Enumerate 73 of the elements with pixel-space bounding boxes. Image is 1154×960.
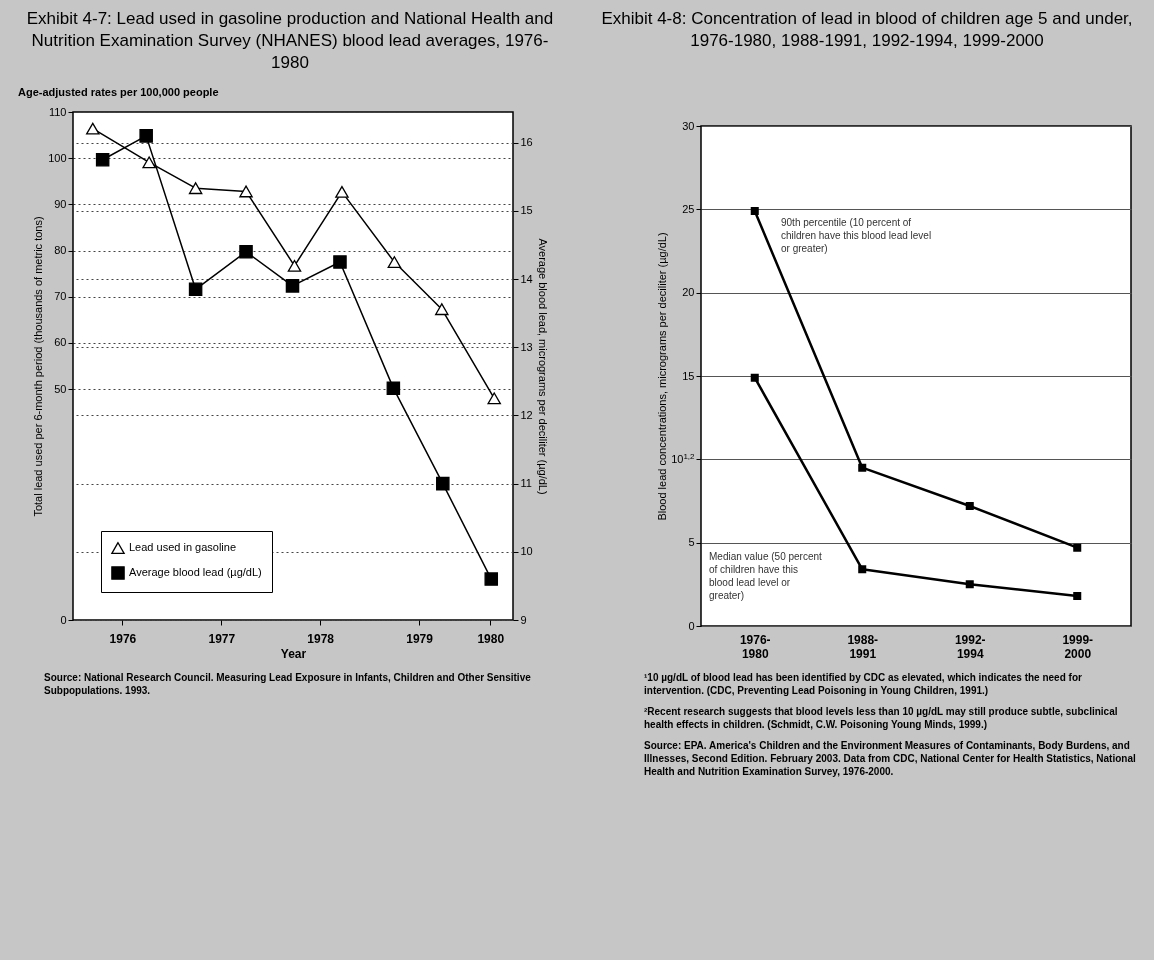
y-tick-label: 10$^{1,2}$ (671, 451, 696, 465)
source-note: Source: National Research Council. Measuring Lead Exposure in Infants, Children and Other Sensitive Subpopulations. 1993. (44, 671, 532, 697)
point (333, 255, 347, 269)
legend-label: Lead used in gasoline (129, 541, 237, 553)
point (86, 122, 100, 135)
y-tick-label: 80 (54, 244, 67, 257)
y-tick-label: 50 (54, 382, 67, 395)
y-tick-label: 100 (48, 151, 67, 164)
x-tick-label: 1976 (109, 631, 137, 646)
y2-axis-title: Average blood lead, micrograms per deciliter (µg/dL) (536, 238, 549, 495)
point (335, 185, 349, 198)
point (750, 373, 759, 382)
x-tick-label: 1992- 1994 (954, 632, 986, 661)
chart-title: Exhibit 4-8: Concentration of lead in blood of children age 5 and under, 1976-1980, 1988-1991, 1992-1994, 1999-2000 (600, 8, 1134, 52)
x-tick-label: 1988- 1991 (847, 632, 879, 661)
y-axis-title: Blood lead concentrations, micrograms per deciliter (µg/dL) (655, 232, 668, 521)
y2-tick-label: 14 (520, 272, 533, 285)
y2-tick-label: 13 (520, 340, 533, 353)
point (386, 381, 401, 395)
y-tick-label: 5 (688, 536, 695, 549)
chart-subtitle: Age-adjusted rates per 100,000 people (18, 86, 220, 98)
point (1073, 592, 1082, 600)
x-tick-label: 1980 (477, 631, 505, 646)
x-tick-label: 1999- 2000 (1062, 632, 1094, 661)
point (188, 282, 203, 297)
point (1073, 543, 1082, 552)
point (484, 572, 499, 586)
legend-label: Average blood lead (µg/dL) (129, 566, 262, 578)
y2-tick-label: 12 (520, 408, 533, 421)
point (188, 182, 203, 195)
text: Median value (50 percent of children have this blood lead level or greater) (709, 551, 823, 601)
y-tick-label: 30 (682, 119, 695, 132)
y-tick-label: 20 (682, 286, 695, 299)
y-tick-label: 25 (682, 202, 695, 215)
point (487, 392, 501, 405)
chart-title: Exhibit 4-7: Lead used in gasoline production and National Health and Nutrition Examination Survey (NHANES) blood lead averages, 1976-1980 (25, 8, 555, 74)
y2-tick-label: 15 (520, 204, 533, 217)
series-label: 90th percentile (10 percent of children have this blood lead level or greater) (781, 217, 932, 254)
x-tick-label: 1976- 1980 (739, 632, 771, 661)
point (750, 207, 759, 215)
text: ¹10 µg/dL of blood lead has been identified by CDC as elevated, which indicates the need for intervention. (CDC, Preventing Lead Poisoning in Young Children, 1991.) (644, 671, 1083, 697)
y-tick-label: 110 (48, 105, 67, 118)
point (139, 129, 153, 143)
point (965, 580, 974, 589)
point (435, 303, 449, 316)
y-axis-title: Total lead used per 6-month period (thousands of metric tons) (32, 216, 45, 517)
text: ²Recent research suggests that blood levels less than 10 µg/dL may still produce subtle, subclinical health effects in children. (Schmidt, C.W. Poisoning Young Minds, 1999.) (644, 705, 1119, 731)
y2-tick-label: 16 (520, 136, 533, 149)
y2-tick-label: 10 (520, 545, 533, 558)
y-tick-label: 0 (60, 613, 67, 626)
point (858, 463, 867, 472)
point (95, 152, 110, 167)
y-tick-label: 70 (54, 290, 67, 303)
point (239, 245, 253, 259)
y2-tick-label: 11 (520, 477, 532, 490)
y-tick-label: 60 (54, 336, 67, 349)
point (239, 185, 253, 198)
y2-tick-label: 9 (520, 613, 527, 626)
x-axis-title: Year (280, 646, 307, 661)
y-tick-label: 15 (682, 369, 695, 382)
source-note: Source: EPA. America's Children and the Environment Measures of Contaminants, Body Burdens, and Illnesses, Second Edition. February 2003. Data from CDC, National Center for Health Statistics, National Health and Nutrition Examination Survey, 1976-2000. (644, 739, 1137, 778)
point (285, 279, 300, 293)
y-tick-label: 90 (54, 197, 67, 210)
x-tick-label: 1977 (208, 631, 236, 646)
x-tick-label: 1979 (406, 631, 434, 646)
point (387, 256, 402, 269)
point (436, 476, 450, 491)
point (287, 259, 302, 272)
point (858, 565, 867, 574)
y-tick-label: 0 (688, 619, 695, 632)
x-tick-label: 1978 (307, 631, 335, 646)
point (142, 156, 156, 169)
point (965, 502, 974, 510)
